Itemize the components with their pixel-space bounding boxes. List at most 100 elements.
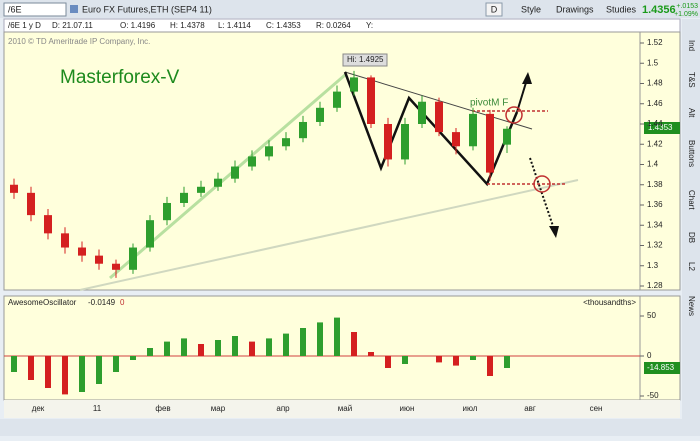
- description: Euro FX Futures,ETH (SEP4 11): [82, 4, 212, 14]
- price-panel: [3, 31, 641, 291]
- oscillator-last-box: [644, 362, 680, 374]
- status-bar: [0, 419, 700, 436]
- candle-body: [384, 124, 392, 160]
- y-tick-label: 1.4: [647, 160, 659, 169]
- y-tick-label: -50: [647, 391, 659, 400]
- oscillator-bar: [215, 340, 221, 356]
- y-tick-label: 1.3: [647, 261, 659, 270]
- side-tab[interactable]: Alt: [687, 108, 696, 118]
- candle-body: [316, 107, 324, 122]
- y-tick-label: 1.32: [647, 241, 663, 250]
- side-tab[interactable]: Buttons: [687, 140, 696, 167]
- icon: [70, 5, 78, 13]
- side-tab[interactable]: L2: [687, 262, 696, 271]
- x-tick-label: мар: [211, 404, 226, 413]
- candle-body: [61, 233, 69, 248]
- oscillator-axis: [639, 295, 681, 401]
- oscillator-title: AwesomeOscillator: [8, 298, 77, 307]
- candle-body: [367, 77, 375, 124]
- oscillator-bar: [232, 336, 238, 356]
- y-tick-label: 0: [647, 351, 652, 360]
- oscillator-bar: [266, 338, 272, 356]
- oscillator-bar: [385, 356, 391, 368]
- x-tick-label: авг: [524, 404, 536, 413]
- info-item: /6E 1 y D: [8, 21, 41, 30]
- y-tick-label: 1.46: [647, 99, 663, 108]
- oscillator-bar: [300, 328, 306, 356]
- toolbar-button[interactable]: Style: [521, 4, 541, 14]
- oscillator-bar: [198, 344, 204, 356]
- change: +.0153: [676, 3, 698, 10]
- side-tab[interactable]: Ind: [687, 40, 696, 51]
- info-item: H: 1.4378: [170, 21, 205, 30]
- x-tick-label: апр: [276, 404, 290, 413]
- side-tab[interactable]: DB: [687, 232, 696, 243]
- candle-body: [231, 166, 239, 179]
- last-price: 1.4356: [642, 4, 676, 16]
- candle-body: [180, 192, 188, 203]
- hi-label: Hi: 1.4925: [347, 55, 384, 64]
- candle-body: [95, 255, 103, 264]
- x-tick-label: июл: [463, 404, 478, 413]
- toolbar-button[interactable]: Studies: [606, 4, 637, 14]
- y-tick-label: 1.38: [647, 180, 663, 189]
- oscillator-bar: [368, 352, 374, 356]
- y-tick-label: 1.48: [647, 79, 663, 88]
- candle-body: [435, 101, 443, 133]
- candle-body: [214, 178, 222, 187]
- pivot-circle: [533, 175, 551, 193]
- y-tick-label: 1.5: [647, 58, 659, 67]
- oscillator-bar: [164, 341, 170, 356]
- info-item: R: 0.0264: [316, 21, 351, 30]
- candle-body: [27, 192, 35, 216]
- symbol-box[interactable]: [3, 2, 67, 17]
- x-tick-label: июн: [400, 404, 415, 413]
- candle-body: [78, 247, 86, 256]
- candle-body: [197, 186, 205, 193]
- candle-body: [44, 215, 52, 234]
- oscillator-bar: [62, 356, 68, 395]
- x-tick-label: май: [338, 404, 352, 413]
- pivot-circle: [505, 106, 523, 124]
- oscillator-last-label: -14.853: [647, 363, 675, 372]
- oscillator-units: <thousandths>: [583, 298, 636, 307]
- x-tick-label: сен: [590, 404, 603, 413]
- time-axis: [4, 400, 680, 418]
- period-button[interactable]: [485, 2, 503, 17]
- y-tick-label: 1.28: [647, 281, 663, 290]
- info-item: D: 21.07.11: [52, 21, 93, 30]
- toolbar: [0, 0, 700, 18]
- y-tick-label: 1.44: [647, 119, 663, 128]
- candle-body: [265, 146, 273, 157]
- toolbar-button[interactable]: Drawings: [556, 4, 594, 14]
- last-price-box: [644, 122, 680, 134]
- arrow-head: [549, 226, 559, 238]
- candle-body: [401, 124, 409, 160]
- copyright: 2010 © TD Ameritrade IP Company, Inc.: [8, 37, 150, 46]
- oscillator-bar: [402, 356, 408, 364]
- side-tab[interactable]: News: [687, 296, 696, 316]
- watermark: Masterforex-V: [60, 67, 180, 88]
- y-tick-label: 1.52: [647, 38, 663, 47]
- oscillator-zero: 0: [120, 298, 125, 307]
- candle-body: [486, 113, 494, 173]
- oscillator-bar: [11, 356, 17, 372]
- zigzag: [343, 71, 519, 187]
- side-tab[interactable]: T&S: [687, 72, 696, 88]
- oscillator-bar: [504, 356, 510, 368]
- candle-body: [418, 101, 426, 124]
- side-tab[interactable]: Chart: [687, 190, 696, 210]
- y-tick-label: 1.36: [647, 200, 663, 209]
- oscillator-bar: [45, 356, 51, 388]
- y-tick-label: 1.34: [647, 220, 663, 229]
- oscillator-bar: [147, 348, 153, 356]
- oscillator-bar: [436, 356, 442, 363]
- oscillator-bar: [28, 356, 34, 380]
- x-tick-label: дек: [32, 404, 45, 413]
- info-item: C: 1.4353: [266, 21, 301, 30]
- y-tick-label: 50: [647, 311, 656, 320]
- period: D: [491, 4, 498, 14]
- oscillator-bar: [470, 356, 476, 360]
- oscillator-bar: [113, 356, 119, 372]
